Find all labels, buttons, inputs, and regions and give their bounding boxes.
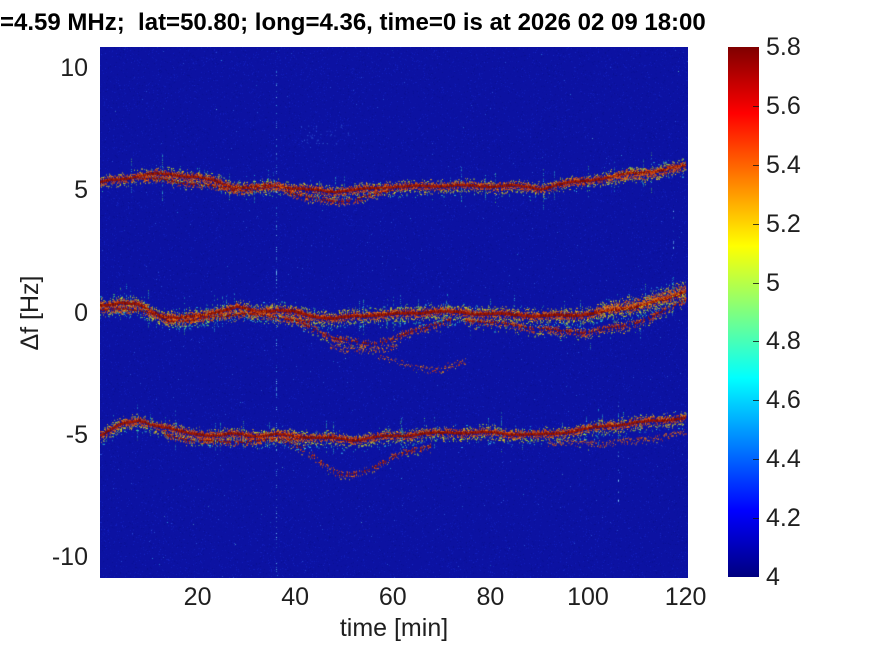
y-tick-label: -5 — [65, 420, 88, 449]
x-tick-label: 120 — [664, 583, 707, 611]
colorbar-tick-label: 4 — [766, 563, 780, 591]
colorbar-tick-label: 5.2 — [766, 209, 801, 238]
colorbar-tick-mark — [753, 341, 759, 343]
spectrogram-canvas — [100, 47, 688, 578]
colorbar-tick-mark — [753, 518, 759, 520]
colorbar-tick-mark — [753, 164, 759, 166]
colorbar-gradient — [728, 47, 759, 577]
x-tick-label: 80 — [476, 583, 505, 611]
colorbar-tick-mark — [753, 223, 759, 225]
colorbar-tick-mark — [753, 400, 759, 402]
colorbar-tick-mark — [753, 282, 759, 284]
y-tick-label: -10 — [51, 543, 88, 572]
x-tick-label: 60 — [378, 583, 407, 611]
x-tick-label: 20 — [183, 583, 212, 611]
colorbar-tick-label: 5 — [766, 268, 780, 297]
colorbar-tick-label: 4.6 — [766, 386, 801, 415]
colorbar-tick-label: 4.8 — [766, 327, 801, 356]
y-tick-label: 5 — [74, 176, 88, 205]
colorbar-tick-label: 4.2 — [766, 504, 801, 533]
colorbar-tick-mark — [753, 459, 759, 461]
colorbar-tick-label: 5.8 — [766, 33, 801, 61]
y-tick-label: 0 — [74, 298, 88, 327]
colorbar-tick-mark — [753, 105, 759, 107]
x-axis-label: time [min] — [339, 614, 449, 642]
x-tick-label: 100 — [567, 583, 609, 611]
y-tick-label: 10 — [60, 53, 88, 82]
colorbar-tick-label: 5.6 — [766, 91, 801, 120]
x-tick-label: 40 — [281, 583, 310, 611]
colorbar-tick-label: 4.4 — [766, 445, 801, 474]
plot-title: =4.59 MHz; lat=50.80; long=4.36, time=0 … — [0, 9, 706, 36]
colorbar-tick-label: 5.4 — [766, 150, 801, 179]
